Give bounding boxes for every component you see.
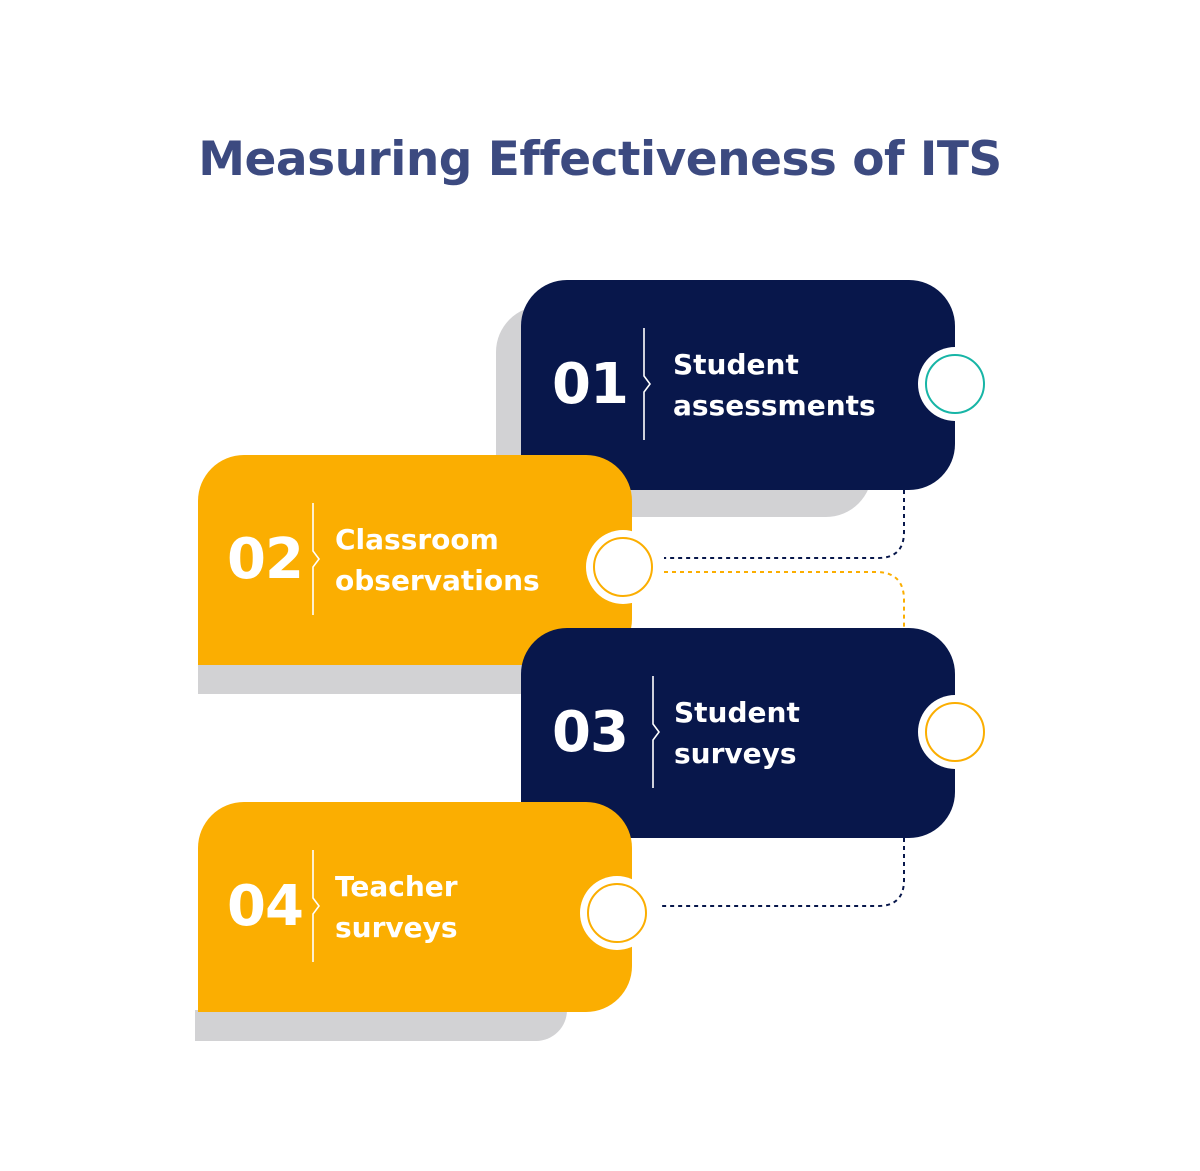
step-node-03 bbox=[918, 695, 992, 769]
step-label: Teacher surveys bbox=[335, 802, 458, 1012]
step-label: Classroom observations bbox=[335, 455, 540, 665]
step-label-text: Classroom observations bbox=[335, 523, 540, 597]
step-number: 02 bbox=[227, 527, 304, 592]
node-ring bbox=[925, 354, 985, 414]
card-shadow-4 bbox=[195, 1010, 567, 1041]
step-label: Student assessments bbox=[673, 280, 876, 490]
separator-chevron bbox=[652, 676, 660, 788]
step-label-text: Student surveys bbox=[674, 696, 800, 770]
step-label-text: Student assessments bbox=[673, 348, 876, 422]
diagram-title: Measuring Effectiveness of ITS bbox=[198, 132, 1002, 187]
separator-chevron bbox=[312, 503, 320, 615]
connector-3-4 bbox=[660, 838, 905, 907]
card-shadow-2 bbox=[198, 664, 538, 694]
step-node-04 bbox=[580, 876, 654, 950]
connector-1-2 bbox=[664, 490, 905, 559]
node-ring bbox=[587, 883, 647, 943]
separator-chevron bbox=[643, 328, 651, 440]
step-label-text: Teacher surveys bbox=[335, 870, 458, 944]
step-label: Student surveys bbox=[674, 628, 800, 838]
node-ring bbox=[925, 702, 985, 762]
step-node-02 bbox=[586, 530, 660, 604]
separator-chevron bbox=[312, 850, 320, 962]
connector-2-3 bbox=[664, 571, 905, 628]
step-number: 03 bbox=[552, 700, 629, 765]
step-number: 01 bbox=[552, 352, 629, 417]
step-number: 04 bbox=[227, 874, 304, 939]
step-node-01 bbox=[918, 347, 992, 421]
step-card-04: 04 Teacher surveys bbox=[198, 802, 632, 1012]
node-ring bbox=[593, 537, 653, 597]
